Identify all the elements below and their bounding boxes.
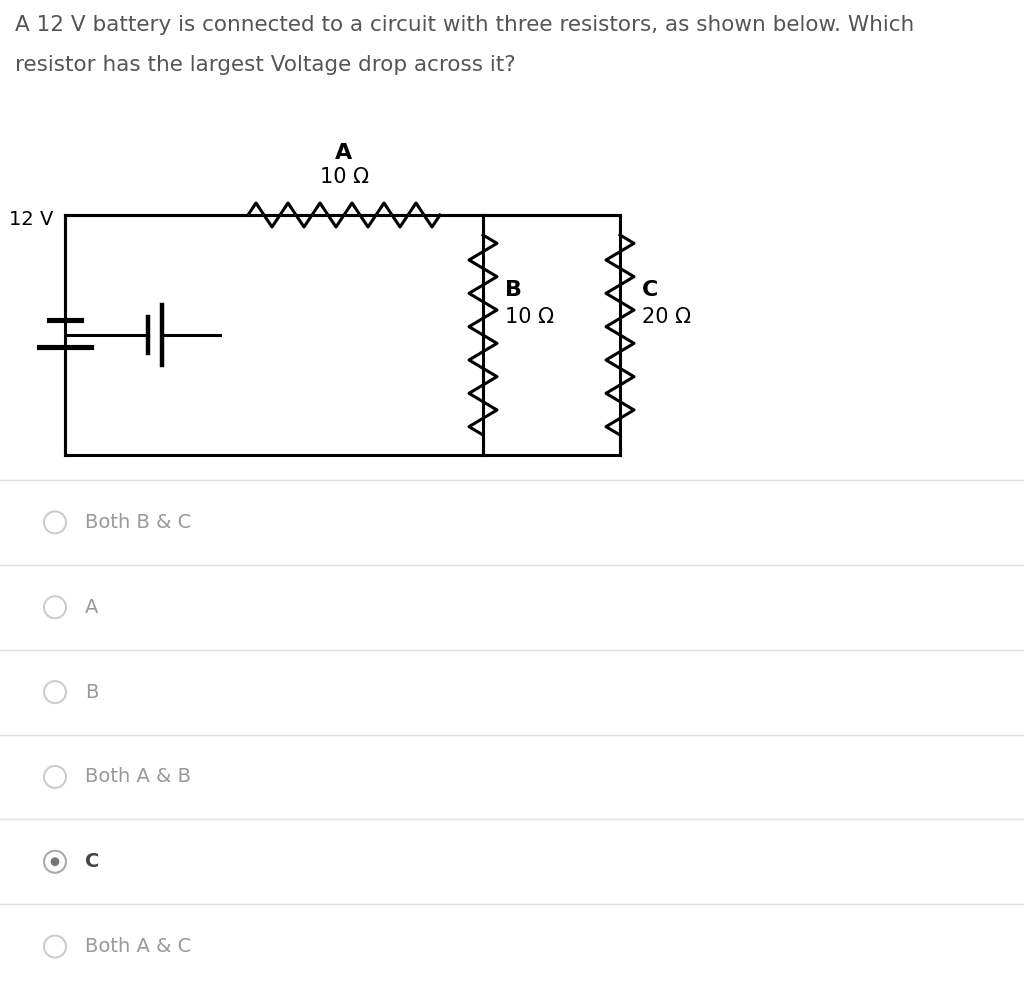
Text: A: A [336,143,352,163]
Circle shape [50,857,59,866]
Text: A: A [85,597,98,617]
Text: Both B & C: Both B & C [85,513,191,532]
Text: C: C [642,280,658,300]
Text: 10 Ω: 10 Ω [505,307,554,327]
Text: 12 V: 12 V [8,210,53,229]
Text: Both A & C: Both A & C [85,938,191,956]
Text: B: B [85,682,98,701]
Text: resistor has the largest Voltage drop across it?: resistor has the largest Voltage drop ac… [15,55,516,75]
Text: Both A & B: Both A & B [85,767,191,786]
Text: 10 Ω: 10 Ω [319,167,369,187]
Text: A 12 V battery is connected to a circuit with three resistors, as shown below. W: A 12 V battery is connected to a circuit… [15,15,914,35]
Text: C: C [85,853,99,871]
Text: B: B [505,280,522,300]
Text: 20 Ω: 20 Ω [642,307,691,327]
